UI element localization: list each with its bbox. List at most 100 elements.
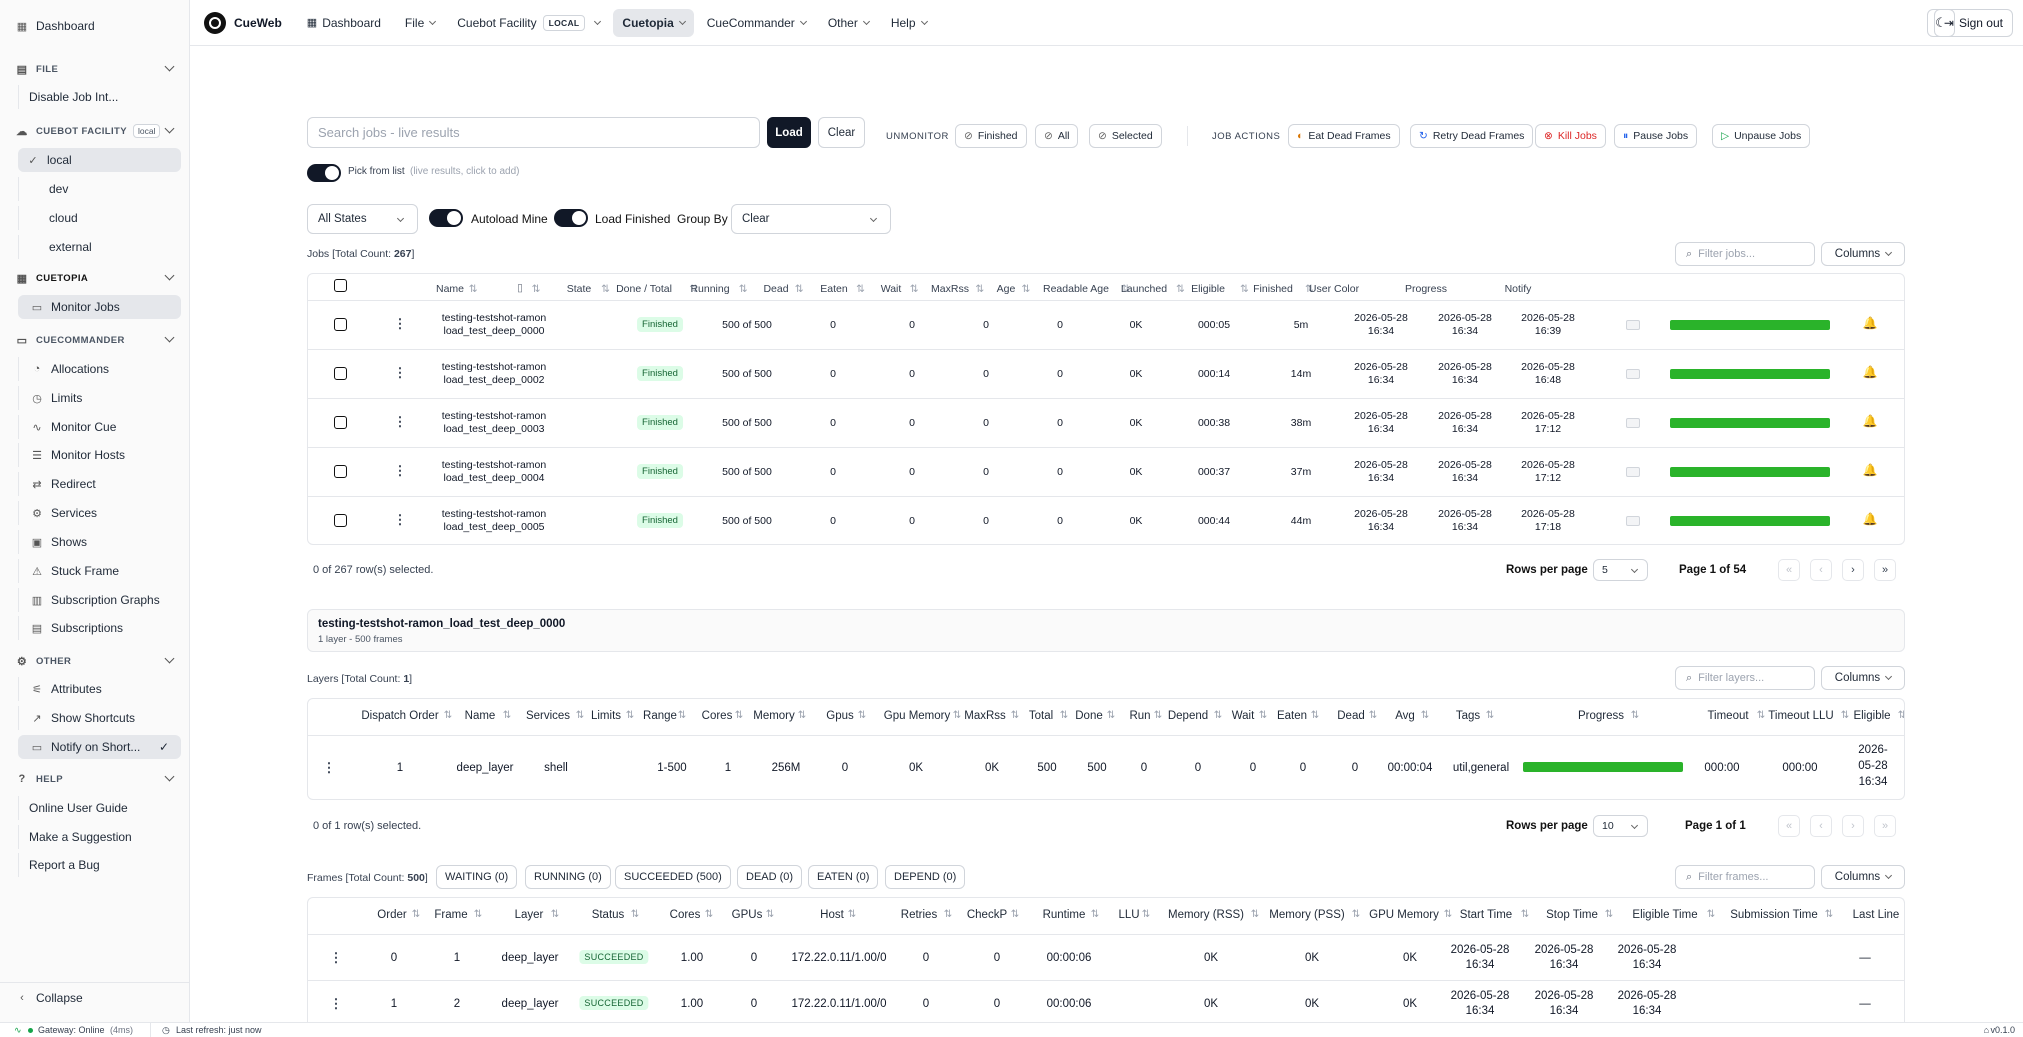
nav-file[interactable]: File [396, 9, 444, 37]
sort-icon[interactable]: ⇅ [625, 710, 635, 721]
row-checkbox[interactable] [334, 367, 347, 380]
sort-icon[interactable]: ⇅ [797, 710, 807, 721]
job-name[interactable]: testing-testshot-ramon [441, 312, 547, 324]
sort-icon[interactable]: ⇅ [1010, 710, 1020, 721]
load-button[interactable]: Load [767, 117, 811, 148]
layers-col-header[interactable]: Gpus [826, 710, 854, 722]
layers-col-header[interactable]: Dead [1337, 710, 1365, 722]
frames-col-header[interactable]: Retries [900, 909, 938, 921]
frame-state-chip[interactable]: DEPEND (0) [885, 865, 966, 889]
sidebar-section-cuetopia[interactable]: ▦ CUETOPIA [14, 266, 183, 290]
sidebar-dashboard[interactable]: ▦ Dashboard [14, 14, 183, 38]
sort-icon[interactable]: ⇅ [575, 710, 585, 721]
layers-first-page-button[interactable]: « [1778, 815, 1800, 837]
sort-icon[interactable]: ⇅ [1121, 283, 1130, 295]
nav-cuecommander[interactable]: CueCommander [698, 9, 815, 37]
layers-next-page-button[interactable]: › [1842, 815, 1864, 837]
frames-col-header[interactable]: GPUs [731, 909, 763, 921]
job-row[interactable]: ⋮ testing-testshot-ramon load_test_deep_00… [308, 447, 1904, 496]
filter-layers-input[interactable]: ⌕ Filter layers... [1675, 666, 1815, 690]
jobs-col-header[interactable]: Name [435, 283, 465, 295]
sidebar-item-dev[interactable]: dev [18, 177, 183, 201]
layers-col-header[interactable]: Eligible [1853, 710, 1891, 722]
frames-col-header[interactable]: Eligible Time [1632, 909, 1698, 921]
sort-icon[interactable]: ⇅ [1304, 283, 1314, 295]
sort-icon[interactable]: ⇅ [468, 283, 478, 295]
retry-dead-frames-button[interactable]: ↻ Retry Dead Frames [1410, 124, 1534, 148]
user-color-swatch[interactable] [1626, 516, 1640, 526]
jobs-col-header[interactable]: Dead [763, 283, 789, 295]
sort-icon[interactable]: ⇅ [531, 283, 541, 295]
sidebar-item-show-shortcuts[interactable]: ↗ Show Shortcuts [18, 706, 183, 730]
jobs-next-page-button[interactable]: › [1842, 559, 1864, 581]
sort-icon[interactable]: ⇅ [443, 710, 453, 721]
user-color-swatch[interactable] [1626, 467, 1640, 477]
sort-icon[interactable]: ⇅ [1443, 909, 1453, 920]
sidebar-section-file[interactable]: ▤ FILE [14, 57, 183, 81]
layers-col-header[interactable]: MaxRss [964, 710, 1006, 722]
layers-col-header[interactable]: Name [464, 710, 496, 722]
sidebar-item-monitor-jobs[interactable]: ▭ Monitor Jobs [18, 295, 181, 319]
sidebar-item-user-guide[interactable]: Online User Guide [18, 796, 183, 820]
sort-icon[interactable]: ⇅ [1213, 710, 1223, 721]
layers-col-header[interactable]: Range [643, 710, 677, 722]
layers-col-header[interactable]: Run [1129, 710, 1151, 722]
sort-icon[interactable]: ⇅ [734, 710, 744, 721]
frames-col-header[interactable]: Last Line [1852, 909, 1900, 921]
sort-icon[interactable]: ⇅ [689, 283, 698, 295]
row-menu-icon[interactable]: ⋮ [393, 316, 407, 331]
sidebar-item-services[interactable]: ⚙ Services [18, 501, 183, 525]
job-row[interactable]: ⋮ testing-testshot-ramon load_test_deep_00… [308, 496, 1904, 544]
layers-col-header[interactable]: Total [1028, 710, 1054, 722]
frames-col-header[interactable]: GPU Memory [1369, 909, 1439, 921]
row-menu-icon[interactable]: ⋮ [329, 996, 343, 1011]
job-row[interactable]: ⋮ testing-testshot-ramon load_test_deep_00… [308, 349, 1904, 398]
jobs-col-header[interactable]: Eaten [820, 283, 848, 295]
layers-col-header[interactable]: Timeout LLU [1768, 710, 1834, 722]
job-name-line2[interactable]: load_test_deep_0003 [443, 423, 545, 435]
sidebar-section-facility[interactable]: ☁ CUEBOT FACILITY local [14, 119, 183, 143]
row-checkbox[interactable] [334, 514, 347, 527]
jobs-col-header[interactable]: User Color [1308, 283, 1360, 295]
layers-col-header[interactable]: Gpu Memory [883, 710, 951, 722]
frames-col-header[interactable]: Order [377, 909, 407, 921]
frame-row[interactable]: ⋮ 1 2 deep_layer 1.00 0 172.22.0.11/1.00/0 0 0 00… [308, 980, 1904, 1026]
sort-icon[interactable]: ⇅ [1021, 283, 1031, 295]
sort-icon[interactable]: ⇅ [765, 909, 775, 920]
sort-icon[interactable]: ⇅ [1520, 909, 1530, 920]
frame-state-chip[interactable]: DEAD (0) [737, 865, 803, 889]
jobs-columns-button[interactable]: Columns [1821, 242, 1905, 266]
filter-jobs-input[interactable]: ⌕ Filter jobs... [1675, 242, 1815, 266]
layers-col-header[interactable]: Memory [753, 710, 795, 722]
nav-cuetopia[interactable]: Cuetopia [613, 8, 694, 37]
sort-icon[interactable]: ⇅ [1106, 710, 1116, 721]
sort-icon[interactable]: ⇅ [1898, 710, 1904, 721]
jobs-col-header[interactable]: Eligible [1191, 283, 1225, 295]
sidebar-item-report-bug[interactable]: Report a Bug [18, 853, 183, 877]
sort-icon[interactable]: ⇅ [630, 909, 640, 920]
sort-icon[interactable]: ⇅ [1351, 909, 1361, 920]
sort-icon[interactable]: ⇅ [1630, 710, 1640, 721]
sort-icon[interactable]: ⇅ [601, 283, 610, 295]
row-menu-icon[interactable]: ⋮ [329, 950, 343, 965]
sort-icon[interactable]: ⇅ [1706, 909, 1716, 920]
unpause-jobs-button[interactable]: ▷ Unpause Jobs [1712, 124, 1811, 148]
nav-help[interactable]: Help [882, 9, 936, 37]
sidebar-item-allocations[interactable]: ◔ Allocations [18, 357, 183, 381]
jobs-col-header[interactable]: Wait [880, 283, 902, 295]
job-name-line2[interactable]: load_test_deep_0000 [443, 325, 545, 337]
frames-col-header[interactable]: CheckP [966, 909, 1008, 921]
sort-icon[interactable]: ⇅ [1239, 283, 1249, 295]
bell-icon[interactable]: 🔔 [1862, 512, 1878, 526]
nav-other[interactable]: Other [819, 9, 878, 37]
jobs-col-header[interactable]: MaxRss [931, 283, 969, 295]
sort-icon[interactable]: ⇅ [952, 710, 962, 721]
job-name-line2[interactable]: load_test_deep_0002 [443, 374, 545, 386]
sort-icon[interactable]: ⇅ [909, 283, 919, 295]
sort-icon[interactable]: ⇅ [1250, 909, 1260, 920]
row-checkbox[interactable] [334, 416, 347, 429]
brand[interactable]: CueWeb [204, 11, 282, 34]
sort-icon[interactable]: ⇅ [1175, 283, 1185, 295]
sort-icon[interactable]: ⇅ [1604, 909, 1614, 920]
job-name[interactable]: testing-testshot-ramon [441, 508, 547, 520]
